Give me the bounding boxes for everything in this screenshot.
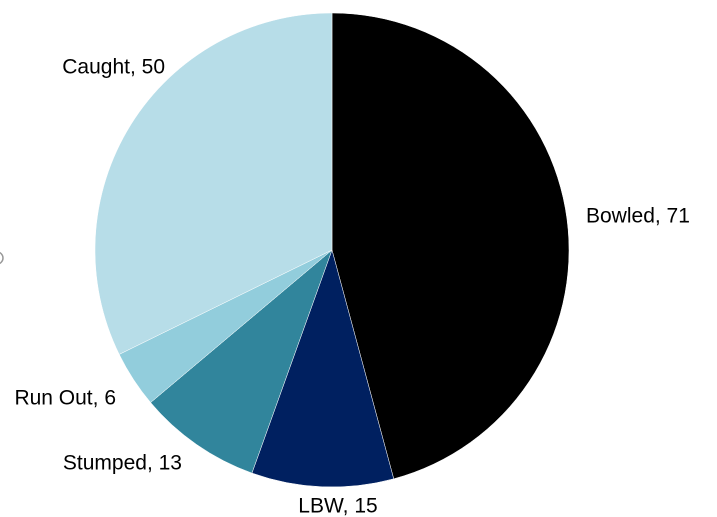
pie-slice [94,12,333,355]
data-label: Run Out, 6 [14,387,116,410]
pie-slice [150,249,333,474]
data-label: LBW, 15 [298,495,377,517]
data-label: Stumped, 13 [63,452,182,475]
data-label: Caught, 50 [62,56,165,79]
handle [0,251,4,265]
data-label: Bowled, 71 [586,205,690,228]
pie-slice [251,249,395,488]
pie-slice [331,12,570,480]
